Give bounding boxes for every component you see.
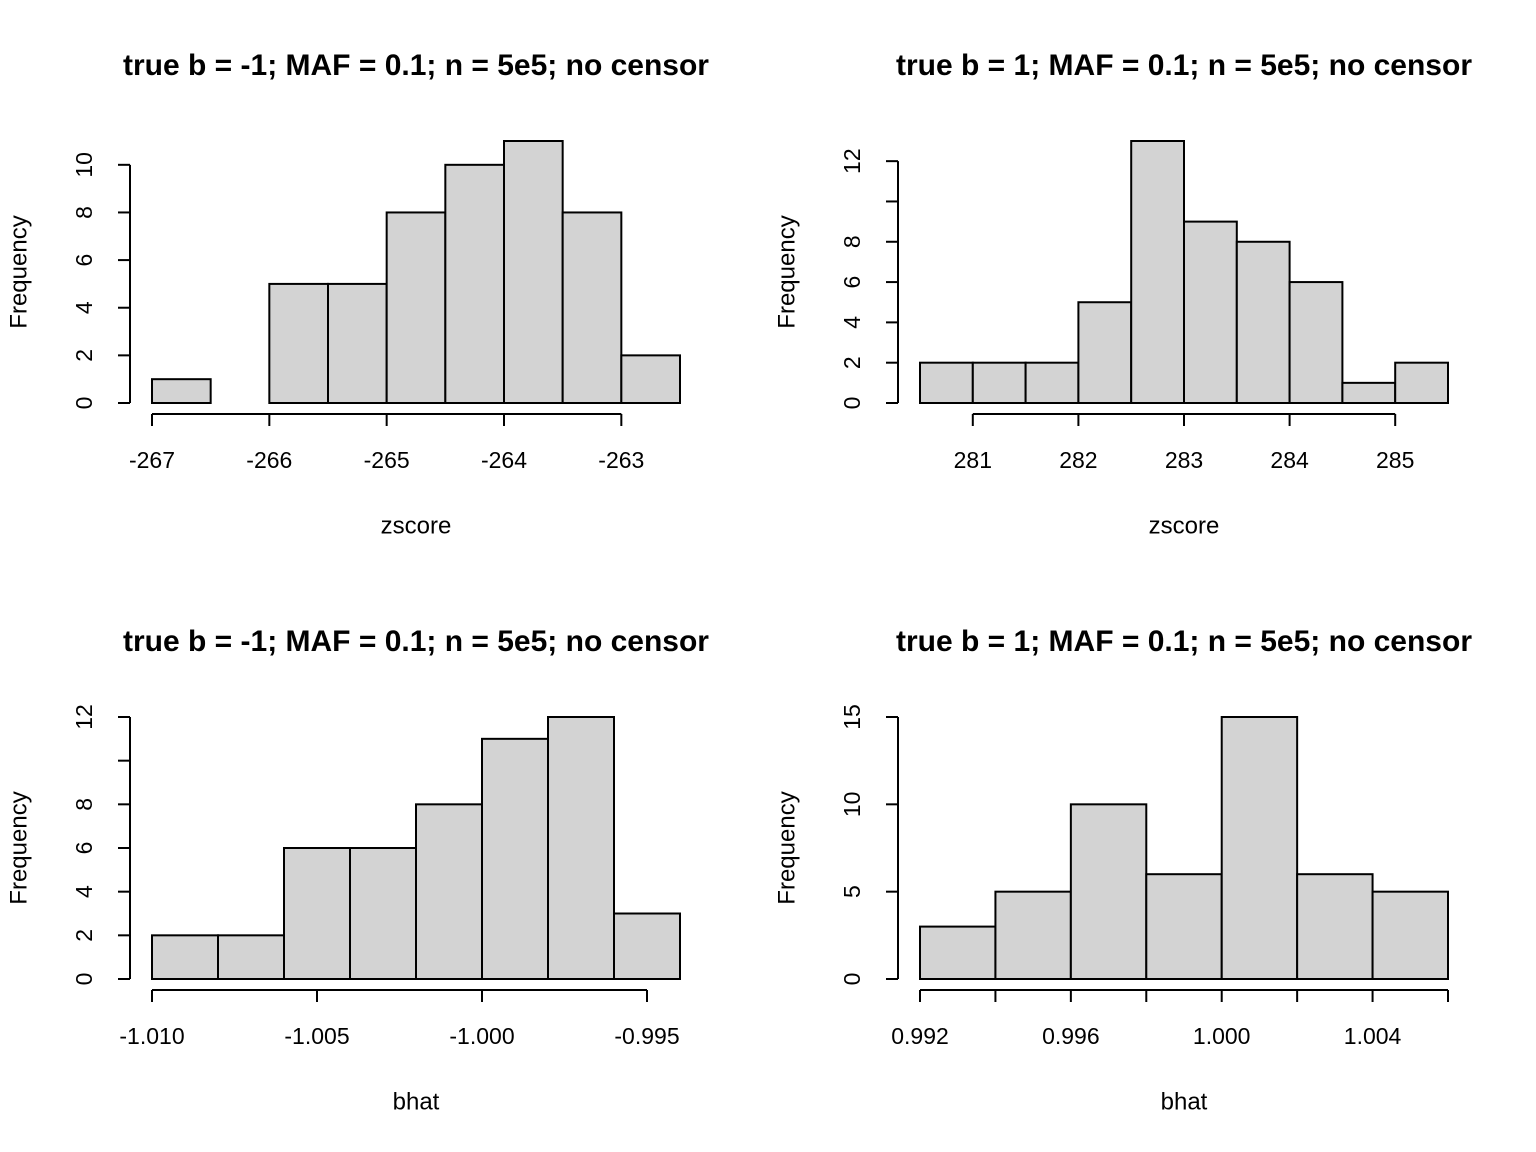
y-axis-label: Frequency (5, 215, 32, 328)
y-tick-label: 10 (839, 792, 865, 818)
histogram-bar (1341, 381, 1397, 405)
histogram-bar (994, 890, 1072, 981)
histogram-bar (1069, 803, 1148, 980)
y-axis-label: Frequency (773, 215, 800, 328)
x-tick-label: -265 (364, 447, 410, 473)
histogram-bar (1130, 140, 1185, 404)
histogram-bar (349, 847, 417, 980)
histogram-bar (971, 361, 1027, 405)
chart-title: true b = -1; MAF = 0.1; n = 5e5; no cens… (123, 49, 709, 82)
x-tick-label: 0.996 (1042, 1023, 1100, 1049)
chart-title: true b = 1; MAF = 0.1; n = 5e5; no censo… (896, 625, 1472, 658)
y-tick-label: 6 (71, 842, 97, 855)
histogram-bar (1296, 873, 1374, 981)
histogram-bar (919, 361, 974, 405)
histogram-panel-4: true b = 1; MAF = 0.1; n = 5e5; no censo… (773, 625, 1472, 1115)
chart-title: true b = -1; MAF = 0.1; n = 5e5; no cens… (123, 625, 709, 658)
histogram-bar (327, 282, 388, 404)
histogram-bar (444, 163, 506, 404)
y-axis-label: Frequency (773, 791, 800, 904)
histogram-bar (385, 211, 447, 404)
histogram-bar (217, 934, 285, 980)
chart-title: true b = 1; MAF = 0.1; n = 5e5; no censo… (896, 49, 1472, 82)
y-tick-label: 8 (71, 798, 97, 811)
y-tick-label: 0 (839, 973, 865, 986)
histogram-bar (919, 925, 997, 980)
histogram-bar (1394, 361, 1449, 405)
histogram-bar (1288, 281, 1344, 405)
histogram-bar (415, 803, 483, 980)
y-tick-label: 8 (839, 235, 865, 248)
x-tick-label: 0.992 (891, 1023, 949, 1049)
histogram-bar (283, 847, 351, 980)
y-tick-label: 2 (71, 929, 97, 942)
y-tick-label: 12 (71, 704, 97, 730)
histogram-bar (268, 282, 330, 404)
y-tick-label: 12 (839, 148, 865, 174)
y-tick-label: 0 (839, 397, 865, 410)
y-tick-label: 0 (71, 397, 97, 410)
y-tick-label: 8 (71, 206, 97, 219)
histogram-bar (1371, 890, 1449, 981)
histogram-panel-3: true b = -1; MAF = 0.1; n = 5e5; no cens… (5, 625, 709, 1115)
histogram-bar (613, 912, 681, 980)
x-axis-label: bhat (393, 1088, 440, 1115)
x-tick-label: -264 (481, 447, 527, 473)
y-tick-label: 4 (71, 885, 97, 898)
x-tick-label: 1.000 (1193, 1023, 1251, 1049)
histogram-bar (1024, 361, 1080, 405)
y-tick-label: 0 (71, 973, 97, 986)
x-tick-label: -1.000 (449, 1023, 514, 1049)
x-tick-label: -1.005 (284, 1023, 349, 1049)
histogram-bar (561, 211, 623, 404)
histogram-bar (1235, 240, 1291, 404)
histogram-bar (151, 378, 212, 405)
histogram-bar (151, 934, 219, 980)
x-tick-label: 284 (1270, 447, 1309, 473)
y-tick-label: 2 (71, 349, 97, 362)
histogram-bar (503, 140, 564, 404)
y-tick-label: 6 (71, 254, 97, 267)
histogram-bar (1145, 873, 1223, 981)
histogram-bar (1183, 220, 1238, 404)
x-tick-label: -266 (246, 447, 292, 473)
y-tick-label: 5 (839, 885, 865, 898)
histogram-bar (1077, 301, 1133, 405)
histogram-bar (620, 354, 681, 405)
x-tick-label: 1.004 (1344, 1023, 1402, 1049)
histogram-panel-1: true b = -1; MAF = 0.1; n = 5e5; no cens… (5, 49, 709, 539)
x-axis-label: zscore (381, 512, 452, 539)
x-axis-label: bhat (1161, 1088, 1208, 1115)
y-tick-label: 4 (839, 316, 865, 329)
y-tick-label: 4 (71, 301, 97, 314)
histogram-bar (1220, 716, 1299, 980)
y-axis-label: Frequency (5, 791, 32, 904)
x-tick-label: -0.995 (614, 1023, 679, 1049)
y-tick-label: 10 (71, 152, 97, 178)
x-tick-label: 282 (1059, 447, 1097, 473)
x-tick-label: -1.010 (119, 1023, 184, 1049)
x-axis-label: zscore (1149, 512, 1220, 539)
x-tick-label: 281 (954, 447, 992, 473)
x-tick-label: -267 (129, 447, 175, 473)
histogram-panel-2: true b = 1; MAF = 0.1; n = 5e5; no censo… (773, 49, 1472, 539)
histogram-bar (547, 716, 615, 980)
y-tick-label: 15 (839, 704, 865, 730)
y-tick-label: 6 (839, 276, 865, 289)
histogram-bar (481, 737, 549, 980)
x-tick-label: 285 (1376, 447, 1414, 473)
y-tick-label: 2 (839, 356, 865, 369)
x-tick-label: -263 (598, 447, 644, 473)
x-tick-label: 283 (1165, 447, 1203, 473)
